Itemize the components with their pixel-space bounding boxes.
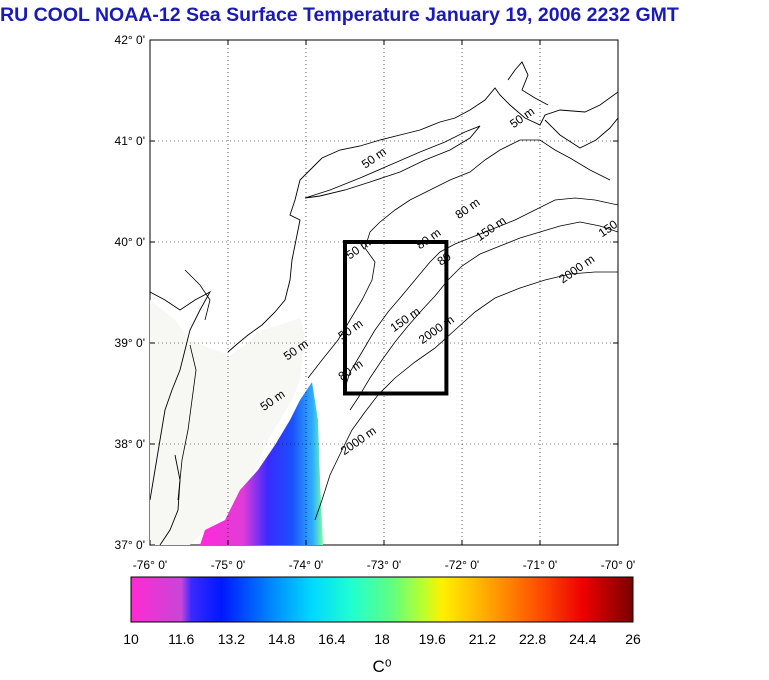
colorbar [130, 576, 634, 623]
lat-tick-label: 38° 0' [115, 437, 145, 451]
colorbar-tick-label: 18 [374, 631, 390, 647]
map-title: RU COOL NOAA-12 Sea Surface Temperature … [0, 4, 679, 26]
contour-150m [349, 221, 618, 411]
colorbar-tick-label: 14.8 [268, 631, 295, 647]
sst-swath [200, 382, 323, 545]
lat-tick-label: 37° 0' [115, 538, 145, 552]
colorbar-tick-label: 13.2 [218, 631, 245, 647]
lat-tick-label: 40° 0' [115, 235, 145, 249]
colorbar-tick-label: 16.4 [318, 631, 345, 647]
colorbar-tick-label: 24.4 [569, 631, 596, 647]
lon-tick-label: -75° 0' [211, 558, 245, 572]
lon-tick-label: -73° 0' [367, 558, 401, 572]
lon-tick-label: -72° 0' [445, 558, 479, 572]
lon-tick-label: -74° 0' [289, 558, 323, 572]
lon-tick-label: -76° 0' [133, 558, 167, 572]
latitude-labels: 42° 0' 41° 0' 40° 0' 39° 0' 38° 0' 37° 0' [115, 33, 145, 552]
colorbar-tick-label: 21.2 [469, 631, 496, 647]
contour-2000m [314, 271, 618, 521]
colorbar-tick-label: 26 [625, 631, 641, 647]
coastline-delmarva [150, 290, 212, 545]
lon-tick-label: -71° 0' [523, 558, 557, 572]
land-delmarva [150, 300, 305, 545]
coastline [227, 87, 618, 353]
coastline-cape-cod [507, 61, 618, 149]
colorbar-labels: 10 11.6 13.2 14.8 16.4 18 19.6 21.2 22.8 24.4 26 [123, 631, 641, 647]
grid [149, 39, 619, 546]
coastline-bay [177, 269, 211, 501]
colorbar-tick-label: 11.6 [168, 631, 194, 647]
colorbar-tick-label: 10 [123, 631, 139, 647]
lat-tick-label: 42° 0' [115, 33, 145, 47]
contour-50m [307, 139, 611, 379]
lon-tick-label: -70° 0' [601, 558, 635, 572]
colorbar-tick-label: 19.6 [419, 631, 446, 647]
longitude-labels: -76° 0' -75° 0' -74° 0' -73° 0' -72° 0' -71° … [133, 558, 635, 572]
study-area-box [343, 240, 449, 396]
colorbar-unit: C⁰ [372, 657, 391, 676]
lat-tick-label: 39° 0' [115, 336, 145, 350]
colorbar-tick-label: 22.8 [519, 631, 546, 647]
lat-tick-label: 41° 0' [115, 134, 145, 148]
coastline-long-island [304, 125, 481, 199]
